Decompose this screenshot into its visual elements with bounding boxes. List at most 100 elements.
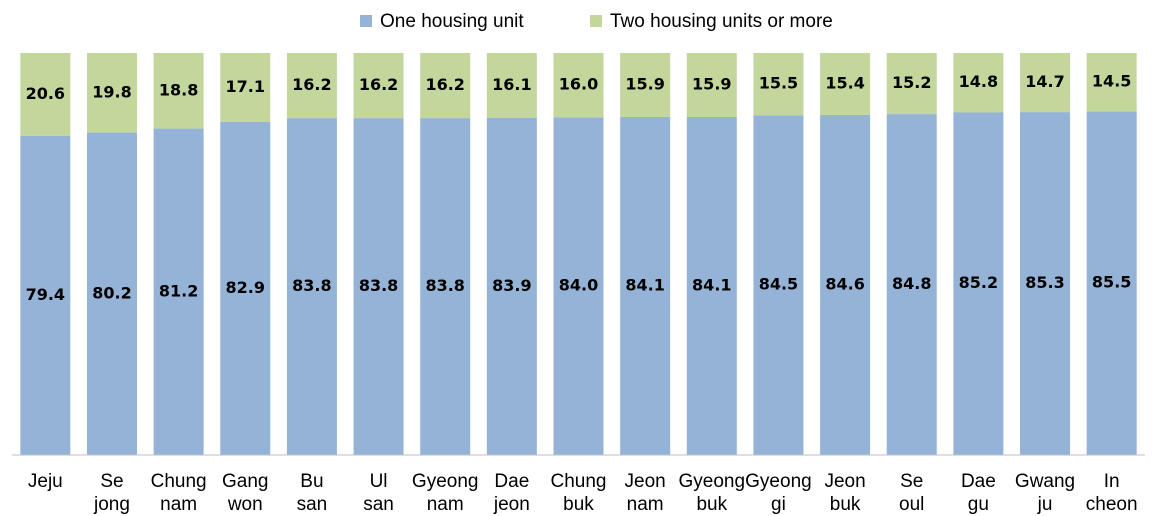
- value-label: 84.1: [625, 275, 664, 294]
- bar-segment: [286, 53, 337, 119]
- x-tick-line: Ul: [370, 471, 388, 492]
- value-label: 16.0: [559, 75, 598, 94]
- bar-segment: [1020, 53, 1071, 113]
- value-label: 79.4: [26, 285, 65, 304]
- bar-segment: [220, 121, 271, 455]
- x-tick-label: Ul san: [363, 471, 394, 515]
- x-tick-label: Chung nam: [151, 471, 207, 515]
- x-tick-line: Gyeong: [745, 471, 812, 492]
- value-label: 18.8: [159, 80, 198, 99]
- value-label: 16.2: [292, 75, 331, 94]
- x-tick-label: Gwang ju: [1015, 471, 1075, 515]
- x-tick-label: Gyeong buk: [679, 471, 746, 515]
- bar-segment: [820, 53, 871, 115]
- value-label: 15.4: [825, 73, 864, 92]
- x-tick-line: Se: [900, 471, 923, 492]
- value-label: 15.9: [692, 74, 731, 93]
- x-tick-line: buk: [696, 494, 727, 515]
- x-tick-label: Jeju: [28, 471, 63, 492]
- bar-segment: [1086, 53, 1137, 112]
- value-label: 82.9: [226, 278, 265, 297]
- x-tick-label: Gyeong nam: [412, 471, 479, 515]
- value-label: 84.0: [559, 276, 598, 295]
- value-label: 83.9: [492, 276, 531, 295]
- x-tick-label: Gyeong gi: [745, 471, 812, 515]
- x-tick-line: cheon: [1086, 494, 1138, 515]
- value-label: 19.8: [92, 82, 131, 101]
- legend-swatch: [590, 15, 602, 27]
- x-tick-line: san: [363, 494, 394, 515]
- bar-segment: [220, 53, 271, 122]
- value-label: 83.8: [359, 276, 398, 295]
- x-tick-line: Dae: [961, 471, 996, 492]
- x-tick-line: jong: [93, 494, 130, 515]
- x-tick-line: san: [297, 494, 328, 515]
- bar-segment: [620, 116, 671, 455]
- bar-segment: [486, 117, 537, 456]
- x-tick-line: ju: [1037, 494, 1053, 515]
- x-tick-line: nam: [627, 494, 664, 515]
- x-tick-line: Gyeong: [679, 471, 746, 492]
- legend-swatch: [360, 15, 372, 27]
- x-tick-label: Dae gu: [961, 471, 996, 515]
- bar-segment: [153, 53, 204, 129]
- value-label: 85.3: [1025, 273, 1064, 292]
- value-label: 15.2: [892, 73, 931, 92]
- x-tick-line: Se: [100, 471, 123, 492]
- bar-segment: [953, 53, 1004, 113]
- bar-segment: [86, 53, 137, 133]
- value-label: 85.5: [1092, 273, 1131, 292]
- x-tick-line: nam: [427, 494, 464, 515]
- x-tick-line: gu: [968, 494, 989, 515]
- value-label: 84.6: [825, 274, 864, 293]
- x-tick-line: Bu: [300, 471, 323, 492]
- bar-segment: [953, 112, 1004, 455]
- value-label: 17.1: [226, 77, 265, 96]
- x-tick-label: Bu san: [297, 471, 328, 515]
- x-tick-line: buk: [830, 494, 861, 515]
- bar-segment: [86, 132, 137, 455]
- bar-segment: [620, 53, 671, 117]
- bar-segment: [553, 53, 604, 118]
- x-tick-line: In: [1104, 471, 1120, 492]
- bar-segment: [353, 118, 404, 456]
- x-tick-label: Chung buk: [551, 471, 607, 515]
- bar-segment: [420, 118, 471, 456]
- value-label: 16.2: [425, 75, 464, 94]
- x-tick-label: Jeon buk: [824, 471, 865, 515]
- x-tick-line: oul: [899, 494, 924, 515]
- bar-segment: [686, 116, 737, 455]
- x-tick-line: Dae: [494, 471, 529, 492]
- bar-segment: [486, 53, 537, 118]
- x-tick-line: Gyeong: [412, 471, 479, 492]
- x-tick-label: Jeon nam: [625, 471, 666, 515]
- value-label: 80.2: [92, 283, 131, 302]
- bar-segment: [886, 114, 937, 455]
- value-label: 14.5: [1092, 72, 1131, 91]
- x-tick-line: Gwang: [1015, 471, 1075, 492]
- legend-label: Two housing units or more: [610, 11, 833, 32]
- legend-label: One housing unit: [380, 11, 524, 32]
- bar-segment: [20, 53, 71, 136]
- x-tick-label: Se jong: [93, 471, 130, 515]
- x-tick-line: Chung: [551, 471, 607, 492]
- bar-segment: [553, 117, 604, 455]
- bar-segment: [886, 53, 937, 115]
- value-label: 83.8: [292, 276, 331, 295]
- value-label: 15.9: [625, 74, 664, 93]
- value-label: 16.2: [359, 75, 398, 94]
- bar-segment: [420, 53, 471, 119]
- x-tick-line: gi: [771, 494, 786, 515]
- bar-segment: [353, 53, 404, 119]
- bar-segment: [286, 118, 337, 456]
- bar-segment: [20, 135, 71, 455]
- bar-segment: [1086, 111, 1137, 455]
- value-label: 14.7: [1025, 72, 1064, 91]
- x-tick-line: Chung: [151, 471, 207, 492]
- value-label: 16.1: [492, 75, 531, 94]
- x-tick-line: Jeon: [625, 471, 666, 492]
- value-label: 85.2: [959, 273, 998, 292]
- x-tick-line: nam: [160, 494, 197, 515]
- bar-segment: [753, 115, 804, 455]
- value-label: 81.2: [159, 281, 198, 300]
